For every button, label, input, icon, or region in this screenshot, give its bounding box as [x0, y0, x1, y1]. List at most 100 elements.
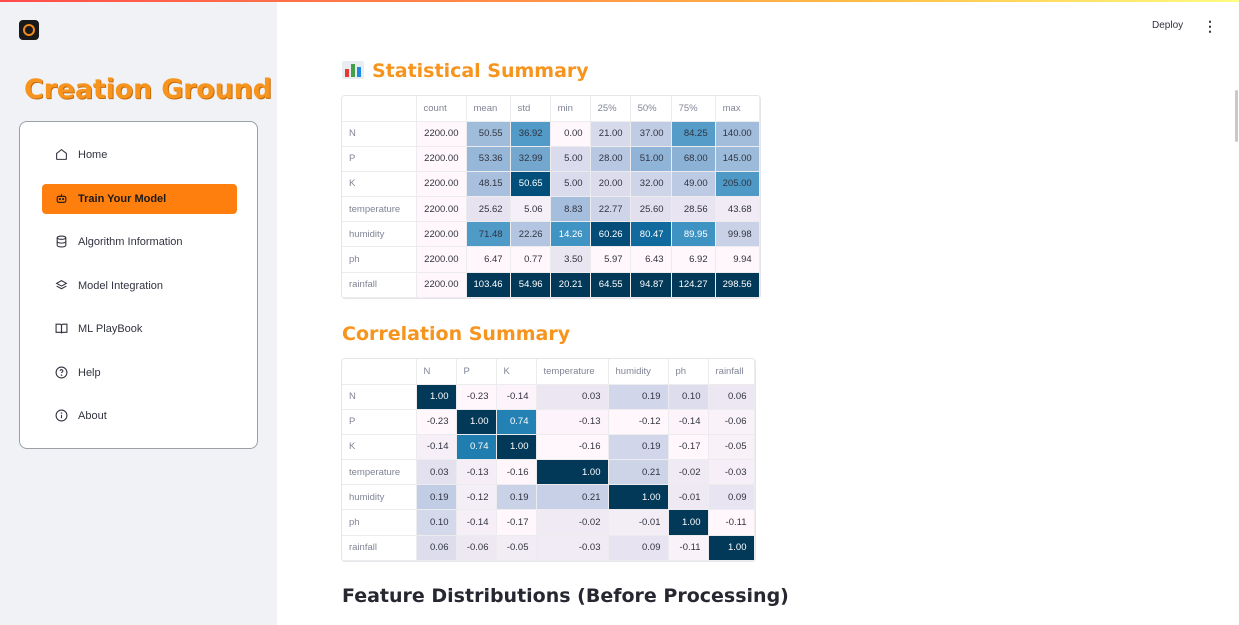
deploy-button[interactable]: Deploy — [1152, 20, 1184, 31]
table-cell[interactable]: -0.17 — [668, 434, 709, 461]
table-cell[interactable]: 6.43 — [630, 246, 672, 273]
table-cell[interactable]: 0.10 — [416, 509, 457, 536]
table-row[interactable]: humidity 0.19 -0.12 0.19 0.21 1.00 -0.01 0.09 — [342, 484, 755, 511]
sidebar-item-home[interactable]: Home — [42, 140, 237, 170]
table-cell[interactable]: 145.00 — [715, 146, 760, 172]
table-cell[interactable]: 1.00 — [536, 459, 609, 486]
table-cell[interactable]: 99.98 — [715, 221, 760, 248]
table-cell[interactable]: 1.00 — [708, 535, 755, 561]
table-cell[interactable]: 54.96 — [510, 272, 551, 298]
table-cell[interactable]: 32.99 — [510, 146, 551, 172]
table-cell[interactable]: 1.00 — [456, 409, 497, 435]
column-header[interactable]: K — [496, 359, 537, 385]
table-cell[interactable]: 0.74 — [456, 434, 497, 461]
table-cell[interactable]: 36.92 — [510, 121, 551, 147]
table-cell[interactable]: 1.00 — [496, 434, 537, 461]
table-cell[interactable]: 124.27 — [671, 272, 716, 298]
table-cell[interactable]: -0.02 — [536, 509, 609, 536]
table-cell[interactable]: -0.06 — [456, 535, 497, 561]
table-row[interactable]: P 2200.00 53.36 32.99 5.00 28.00 51.00 68.00 145… — [342, 146, 760, 172]
table-cell[interactable]: 0.74 — [496, 409, 537, 435]
table-cell[interactable]: 2200.00 — [416, 121, 467, 147]
table-cell[interactable]: -0.12 — [456, 484, 497, 511]
table-cell[interactable]: 0.06 — [708, 384, 755, 410]
table-cell[interactable]: 0.21 — [536, 484, 609, 511]
table-cell[interactable]: 53.36 — [466, 146, 511, 172]
table-row[interactable]: ph 2200.00 6.47 0.77 3.50 5.97 6.43 6.92 9.94 — [342, 246, 760, 273]
table-cell[interactable]: 22.77 — [590, 196, 631, 223]
table-cell[interactable]: 2200.00 — [416, 272, 467, 298]
table-cell[interactable]: 2200.00 — [416, 171, 467, 198]
table-cell[interactable]: 32.00 — [630, 171, 672, 198]
table-row[interactable]: humidity 2200.00 71.48 22.26 14.26 60.26 80.47… — [342, 221, 760, 248]
table-cell[interactable]: 2200.00 — [416, 196, 467, 223]
scrollbar[interactable] — [1235, 90, 1238, 142]
sidebar-item-about[interactable]: About — [42, 401, 237, 431]
table-cell[interactable]: 298.56 — [715, 272, 760, 298]
table-cell[interactable]: 14.26 — [550, 221, 591, 248]
table-row[interactable]: K -0.14 0.74 1.00 -0.16 0.19 -0.17 -0.05 — [342, 434, 755, 461]
table-cell[interactable]: -0.03 — [708, 459, 755, 486]
table-cell[interactable]: 51.00 — [630, 146, 672, 172]
table-cell[interactable]: 48.15 — [466, 171, 511, 198]
table-row[interactable]: temperature 0.03 -0.13 -0.16 1.00 0.21 -0.02 -0… — [342, 459, 755, 486]
table-cell[interactable]: -0.01 — [608, 509, 669, 536]
table-cell[interactable]: 49.00 — [671, 171, 716, 198]
table-cell[interactable]: 1.00 — [416, 384, 457, 410]
table-row[interactable]: ph 0.10 -0.14 -0.17 -0.02 -0.01 1.00 -0.11 — [342, 509, 755, 536]
table-cell[interactable]: 0.19 — [608, 384, 669, 410]
table-cell[interactable]: 0.21 — [608, 459, 669, 486]
table-cell[interactable]: -0.05 — [708, 434, 755, 461]
table-cell[interactable]: -0.13 — [456, 459, 497, 486]
table-cell[interactable]: -0.14 — [416, 434, 457, 461]
table-row[interactable]: P -0.23 1.00 0.74 -0.13 -0.12 -0.14 -0.06 — [342, 409, 755, 435]
table-cell[interactable]: 94.87 — [630, 272, 672, 298]
table-cell[interactable]: -0.14 — [456, 509, 497, 536]
table-cell[interactable]: 1.00 — [608, 484, 669, 511]
table-row[interactable]: K 2200.00 48.15 50.65 5.00 20.00 32.00 49.00 205… — [342, 171, 760, 198]
table-cell[interactable]: -0.05 — [496, 535, 537, 561]
statistical-summary-table[interactable]: count mean std min 25% 50% 75% max N 2200.00 50.5… — [341, 95, 761, 299]
table-cell[interactable]: 80.47 — [630, 221, 672, 248]
table-cell[interactable]: -0.03 — [536, 535, 609, 561]
table-cell[interactable]: 0.19 — [416, 484, 457, 511]
table-cell[interactable]: 50.65 — [510, 171, 551, 198]
table-cell[interactable]: -0.14 — [668, 409, 709, 435]
table-cell[interactable]: 20.00 — [590, 171, 631, 198]
table-cell[interactable]: 205.00 — [715, 171, 760, 198]
table-cell[interactable]: 0.10 — [668, 384, 709, 410]
table-cell[interactable]: -0.11 — [708, 509, 755, 536]
column-header[interactable]: mean — [466, 96, 511, 122]
table-cell[interactable]: 9.94 — [715, 246, 760, 273]
sidebar-item-algorithm-information[interactable]: Algorithm Information — [42, 227, 237, 257]
table-cell[interactable]: 25.60 — [630, 196, 672, 223]
table-cell[interactable]: -0.13 — [536, 409, 609, 435]
table-cell[interactable]: 21.00 — [590, 121, 631, 147]
table-cell[interactable]: 3.50 — [550, 246, 591, 273]
column-header[interactable]: count — [416, 96, 467, 122]
table-row[interactable]: temperature 2200.00 25.62 5.06 8.83 22.77 25.6… — [342, 196, 760, 223]
table-cell[interactable]: 0.19 — [608, 434, 669, 461]
table-cell[interactable]: 1.00 — [668, 509, 709, 536]
column-header[interactable]: ph — [668, 359, 709, 385]
table-cell[interactable]: -0.02 — [668, 459, 709, 486]
table-cell[interactable]: 0.03 — [536, 384, 609, 410]
table-cell[interactable]: -0.16 — [496, 459, 537, 486]
table-cell[interactable]: -0.16 — [536, 434, 609, 461]
table-cell[interactable]: 22.26 — [510, 221, 551, 248]
table-cell[interactable]: -0.06 — [708, 409, 755, 435]
table-row[interactable]: N 1.00 -0.23 -0.14 0.03 0.19 0.10 0.06 — [342, 384, 755, 410]
column-header[interactable]: std — [510, 96, 551, 122]
table-cell[interactable]: -0.23 — [456, 384, 497, 410]
table-cell[interactable]: -0.17 — [496, 509, 537, 536]
sidebar-item-train-your-model[interactable]: Train Your Model — [42, 184, 237, 214]
table-cell[interactable]: 6.92 — [671, 246, 716, 273]
sidebar-item-ml-playbook[interactable]: ML PlayBook — [42, 314, 237, 344]
table-cell[interactable]: 68.00 — [671, 146, 716, 172]
app-logo[interactable] — [19, 20, 39, 40]
table-cell[interactable]: 25.62 — [466, 196, 511, 223]
table-cell[interactable]: 140.00 — [715, 121, 760, 147]
column-header[interactable]: N — [416, 359, 457, 385]
table-cell[interactable]: 28.56 — [671, 196, 716, 223]
